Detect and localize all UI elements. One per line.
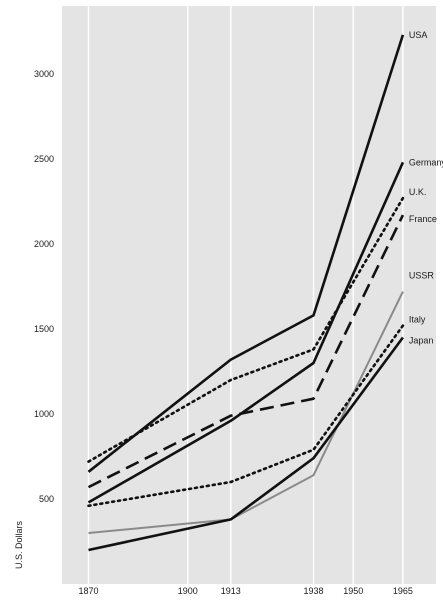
plot-background — [62, 6, 436, 584]
y-axis-title: U.S. Dollars — [14, 520, 24, 569]
series-line-france — [87, 214, 405, 489]
y-axis-ticks: 500 1000 1500 2000 2500 3000 — [34, 69, 54, 504]
series-labels: USA Germany U.K. France USSR Italy Japan — [409, 30, 443, 346]
x-tick-label: 1950 — [343, 586, 363, 596]
y-tick-label: 3000 — [34, 69, 54, 79]
series-line-usa — [87, 34, 405, 473]
x-tick-label: 1900 — [178, 586, 198, 596]
x-tick-label: 1965 — [393, 586, 413, 596]
series-lines — [87, 34, 405, 552]
series-label: U.K. — [409, 187, 427, 197]
y-tick-label: 1500 — [34, 324, 54, 334]
series-line-ussr — [88, 291, 404, 534]
series-label: Japan — [409, 336, 434, 346]
series-label: USA — [409, 30, 428, 40]
series-line-italy — [87, 324, 405, 508]
grid — [87, 6, 404, 584]
x-axis-ticks: 1870 1900 1913 1938 1950 1965 — [78, 586, 412, 596]
series-line-germany — [87, 161, 405, 504]
series-label: France — [409, 214, 437, 224]
series-label: USSR — [409, 271, 435, 281]
series-label: Italy — [409, 315, 426, 325]
y-tick-label: 500 — [39, 494, 54, 504]
y-tick-label: 2000 — [34, 239, 54, 249]
y-tick-label: 1000 — [34, 409, 54, 419]
y-tick-label: 2500 — [34, 154, 54, 164]
x-tick-label: 1870 — [78, 586, 98, 596]
series-line-japan — [88, 336, 404, 552]
x-tick-label: 1913 — [221, 586, 241, 596]
x-tick-label: 1938 — [304, 586, 324, 596]
series-label: Germany — [409, 157, 443, 167]
